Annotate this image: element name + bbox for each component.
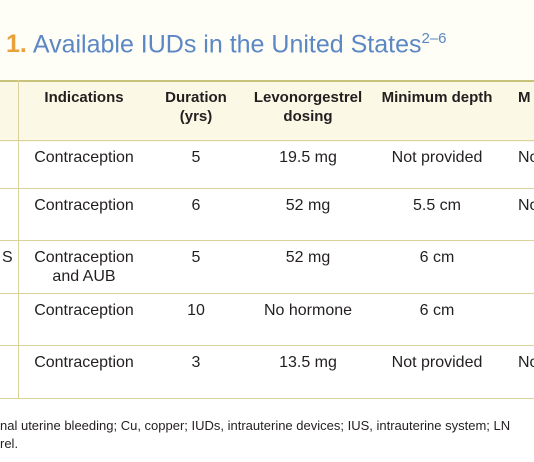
table-cell: No — [518, 197, 534, 214]
table-cell: Contraception — [34, 149, 134, 166]
column-header: Indications — [44, 89, 124, 106]
table-cell: Contraception and AUB — [34, 249, 134, 285]
title-band — [0, 0, 534, 80]
table-cell: No — [518, 149, 534, 166]
table-cell: 5.5 cm — [412, 197, 461, 214]
row-divider — [0, 398, 534, 399]
column-header: Levonorgestrel dosing — [253, 89, 363, 125]
table-cell: 10 — [187, 302, 205, 319]
row-divider — [0, 140, 534, 141]
table-cell: 52 mg — [285, 249, 331, 266]
title: 1. Available IUDs in the United States2–6 — [6, 30, 447, 59]
row-divider — [0, 188, 534, 189]
table-cell: 6 cm — [419, 302, 455, 319]
table-cell: 5 — [191, 249, 201, 266]
column-header: M — [518, 89, 531, 106]
table-cell: Contraception — [34, 354, 134, 371]
table-cell: 13.5 mg — [279, 354, 337, 371]
table-cell: 3 — [191, 354, 201, 371]
header-row — [0, 80, 534, 142]
table-cell: Contraception — [34, 197, 134, 214]
row-divider — [0, 240, 534, 241]
table-cell: 5 — [191, 149, 201, 166]
column-header: Duration (yrs) — [165, 89, 227, 125]
table-cell: 6 — [191, 197, 201, 214]
table-cell: No hormone — [263, 302, 353, 319]
title-text: Available IUDs in the United States — [32, 30, 422, 59]
table-cell: Not provided — [391, 149, 483, 166]
row-divider — [0, 293, 534, 294]
footnote: nal uterine bleeding; Cu, copper; IUDs, … — [0, 418, 511, 433]
column-divider — [18, 80, 19, 398]
table-cell: S — [2, 249, 13, 266]
column-header: Minimum depth — [381, 89, 493, 106]
table-cell: No — [518, 354, 534, 371]
row-divider — [0, 345, 534, 346]
table-cell: 6 cm — [419, 249, 455, 266]
title-number: 1. — [6, 30, 27, 59]
title-superscript: 2–6 — [421, 30, 447, 47]
table-cell: 19.5 mg — [279, 149, 337, 166]
table-cell: 52 mg — [285, 197, 331, 214]
footnote: rel. — [0, 436, 19, 451]
table-cell: Contraception — [34, 302, 134, 319]
table-cell: Not provided — [391, 354, 483, 371]
